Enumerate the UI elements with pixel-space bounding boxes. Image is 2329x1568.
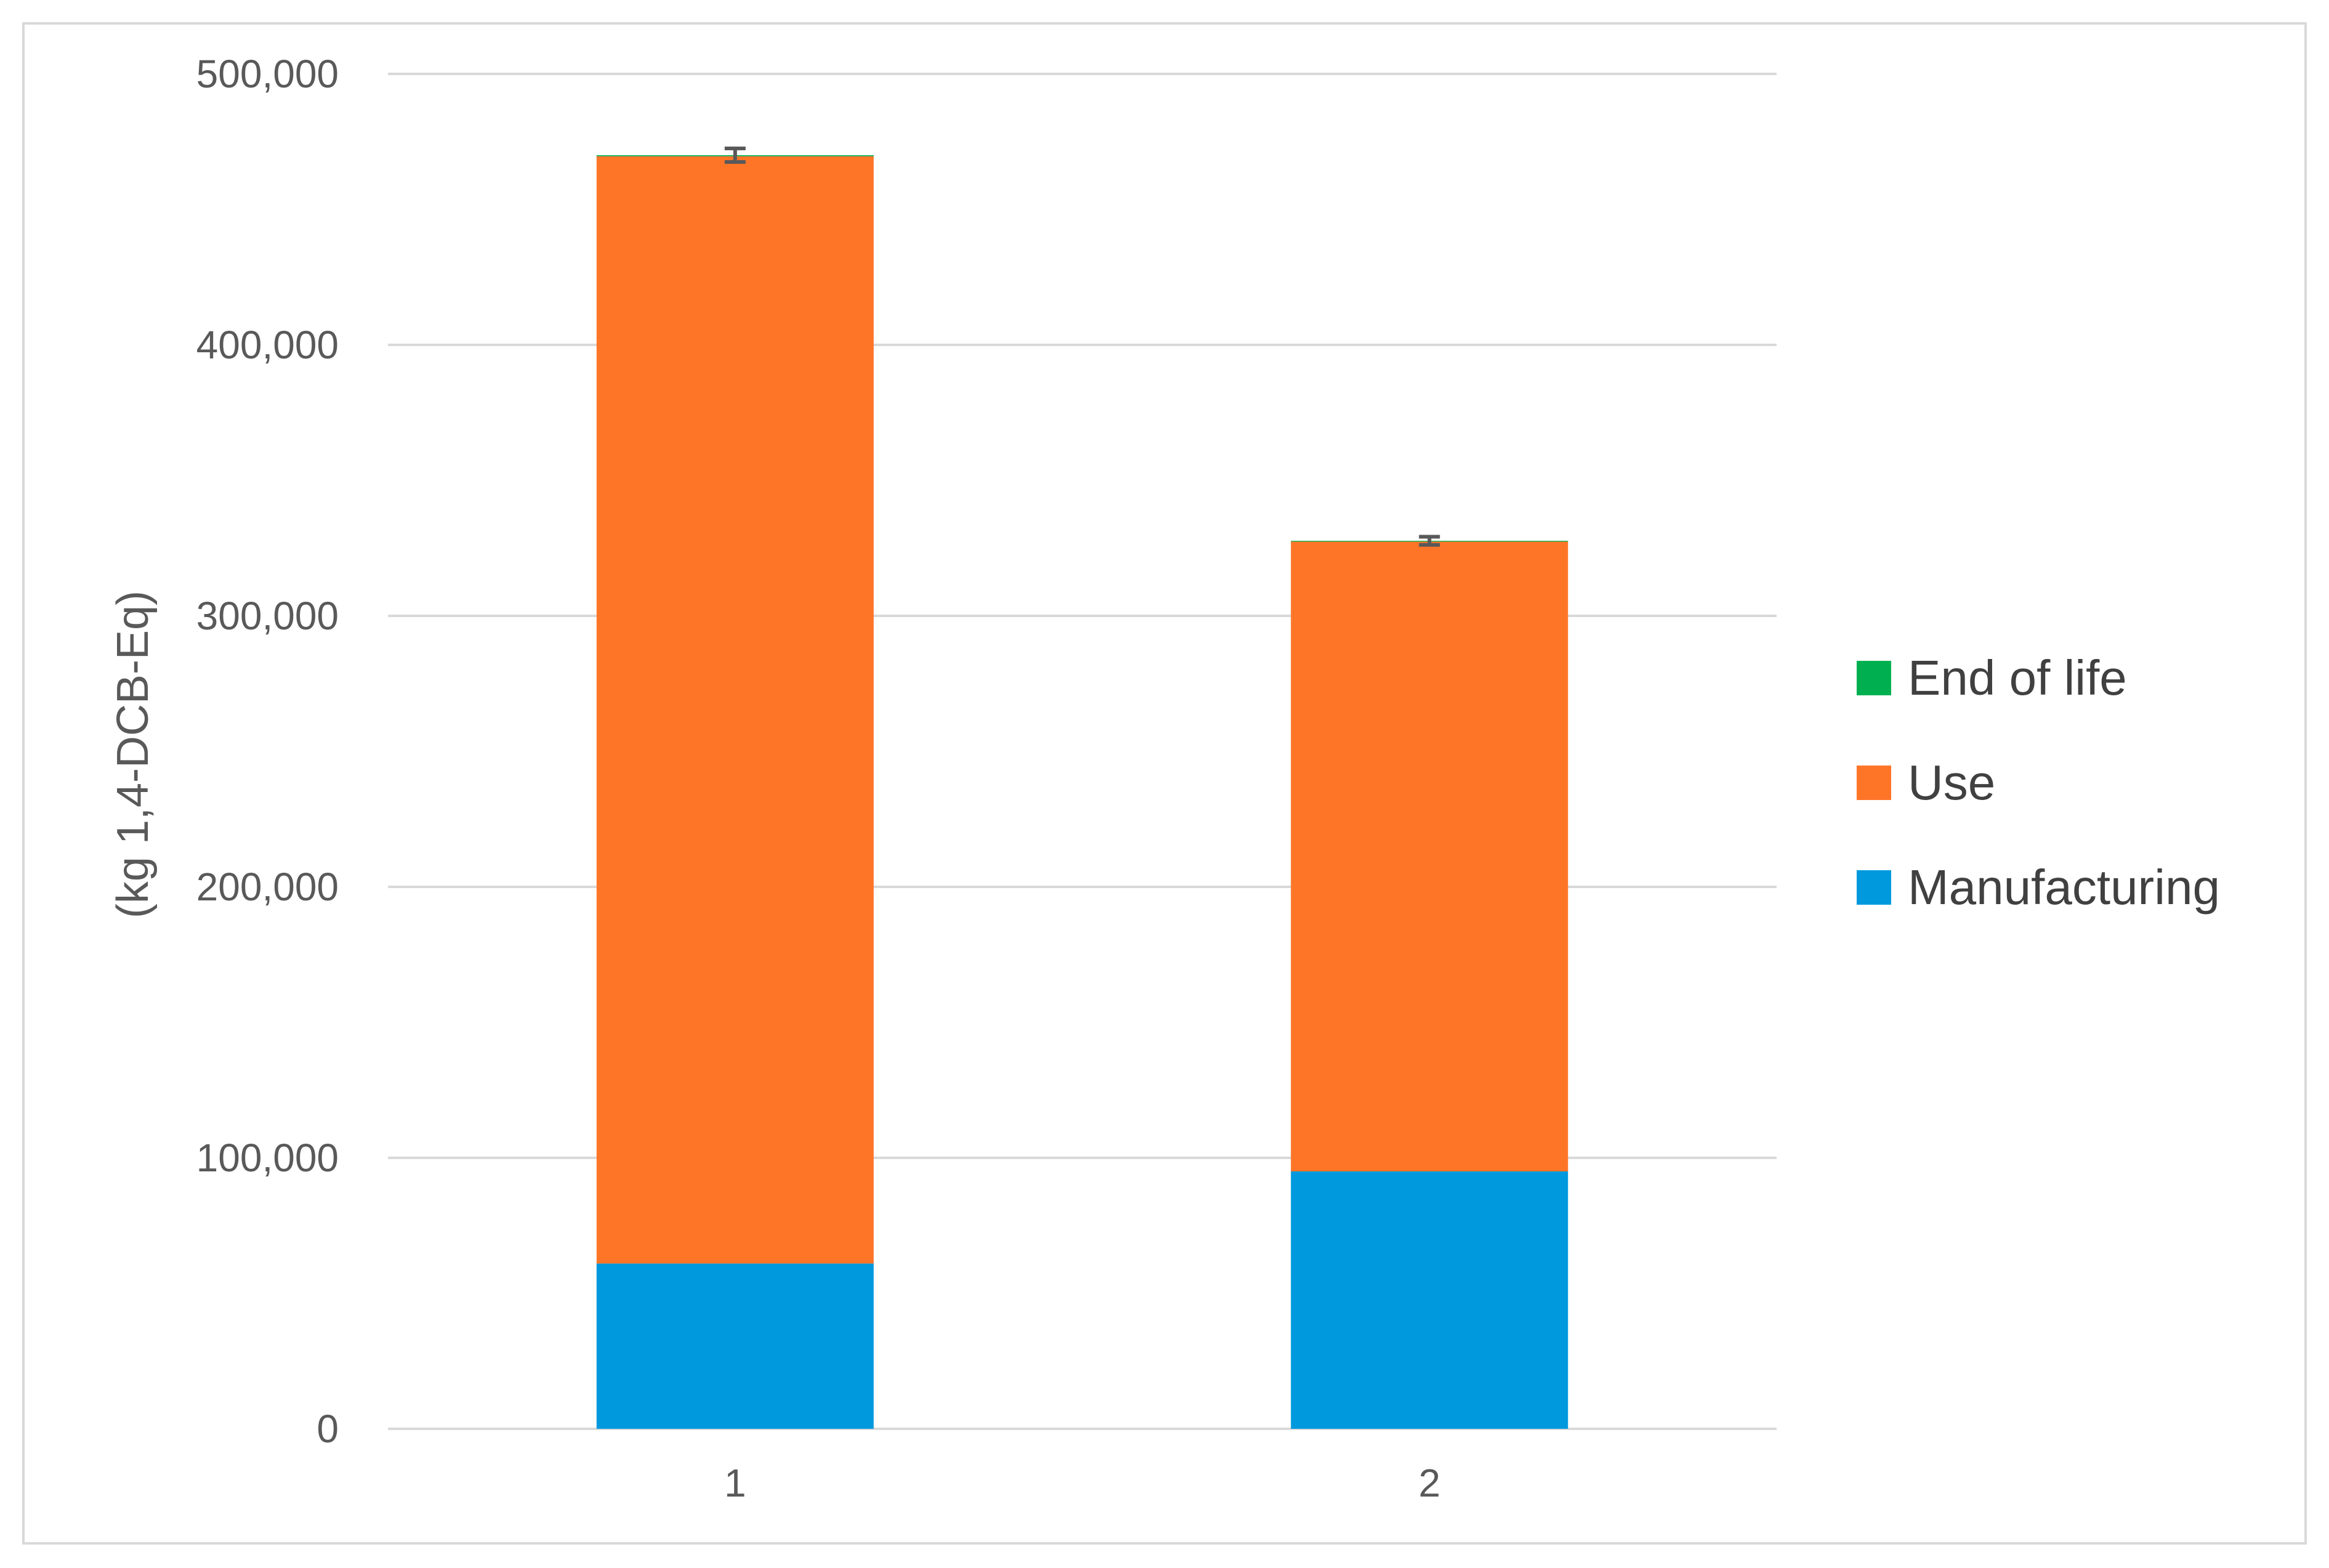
legend-swatch xyxy=(1857,870,1891,905)
y-axis-title: (kg 1,4-DCB-Eq) xyxy=(108,591,158,918)
y-tick-label: 0 xyxy=(317,1407,339,1451)
y-tick-label: 300,000 xyxy=(196,594,339,638)
bar-segment-use xyxy=(1291,541,1568,1171)
legend-swatch xyxy=(1857,766,1891,800)
y-tick-label: 500,000 xyxy=(196,52,339,96)
bar-segment-use xyxy=(596,156,874,1264)
gridlines xyxy=(388,73,1777,1430)
bars xyxy=(596,155,1568,1429)
legend-label: Manufacturing xyxy=(1908,860,2220,915)
x-tick-label: 1 xyxy=(724,1461,746,1505)
legend-label: Use xyxy=(1908,755,1995,810)
x-tick-label: 2 xyxy=(1418,1461,1440,1505)
error-bars xyxy=(724,147,1440,547)
y-axis-ticks: 0 100,000 200,000 300,000 400,000 500,000 xyxy=(196,52,339,1451)
legend-label: End of life xyxy=(1908,650,2127,705)
legend: End of life Use Manufacturing xyxy=(1857,650,2220,915)
bar-segment-manufacturing xyxy=(1291,1171,1568,1429)
bar-segment-manufacturing xyxy=(596,1263,874,1429)
y-tick-label: 400,000 xyxy=(196,323,339,367)
chart-frame xyxy=(22,22,2307,1545)
y-tick-label: 200,000 xyxy=(196,865,339,909)
legend-swatch xyxy=(1857,661,1891,695)
y-tick-label: 100,000 xyxy=(196,1136,339,1180)
